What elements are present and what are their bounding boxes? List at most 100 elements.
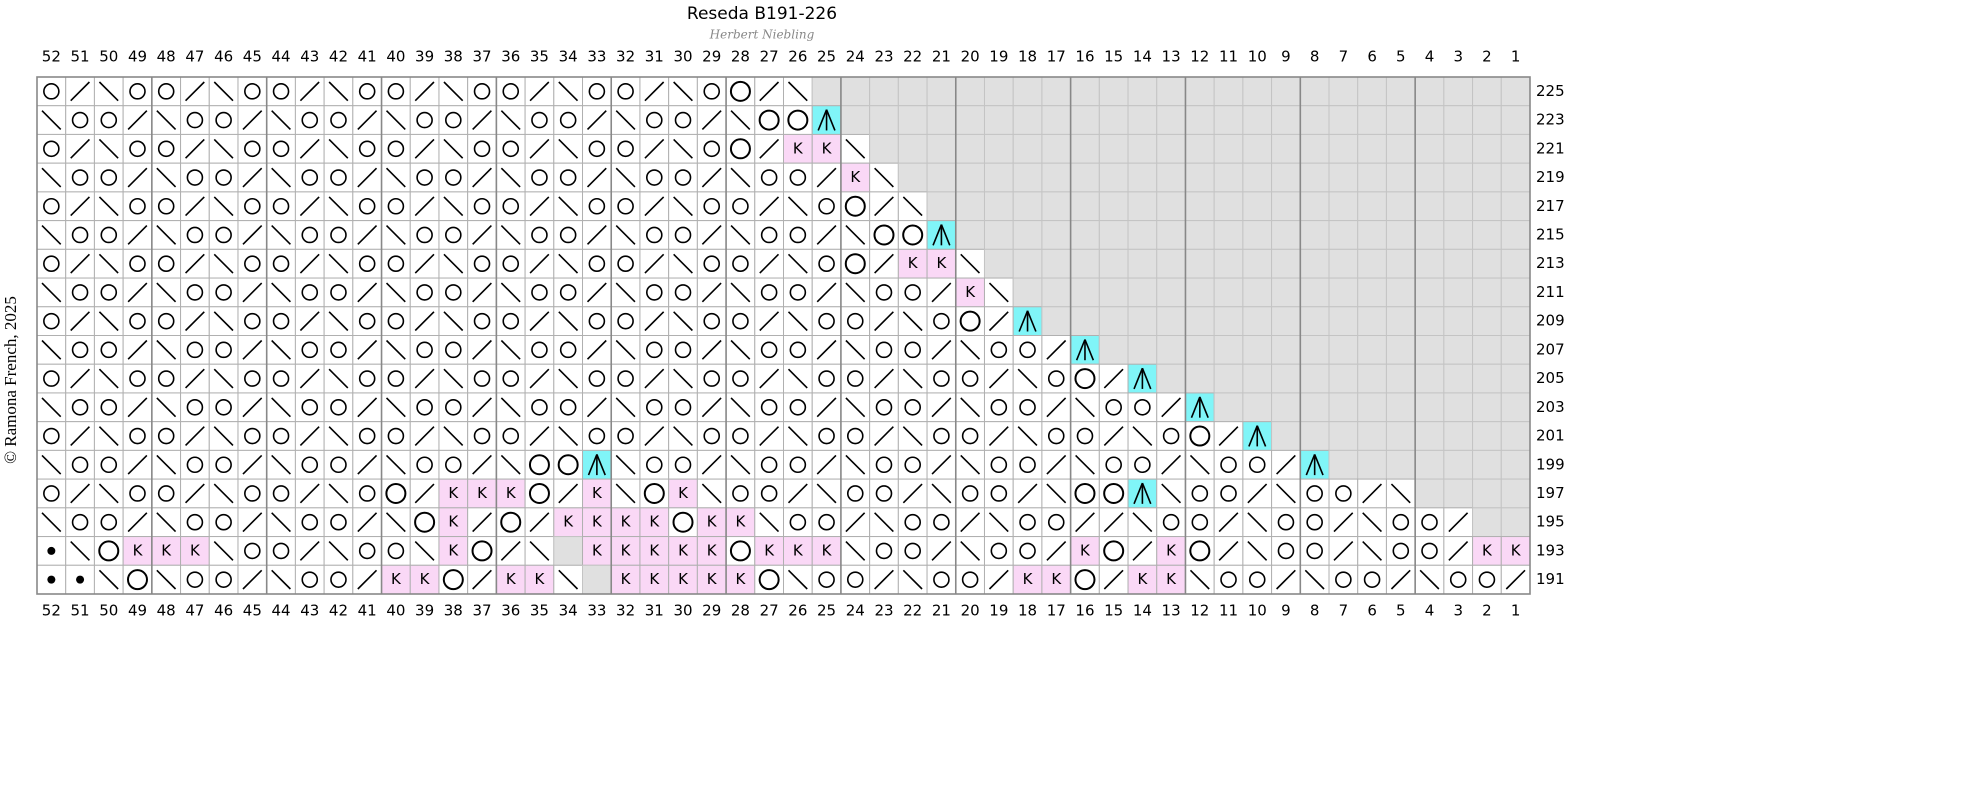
cell xyxy=(122,421,153,451)
yarn-over xyxy=(732,312,749,330)
column-number: 19 xyxy=(989,602,1008,620)
cell xyxy=(1414,392,1445,423)
ssk xyxy=(673,81,693,102)
cell xyxy=(208,335,239,365)
cell xyxy=(553,335,584,365)
k2tog xyxy=(931,540,952,561)
cell xyxy=(352,478,383,509)
yarn-over xyxy=(846,427,864,445)
cell xyxy=(955,220,985,250)
k2tog xyxy=(874,368,894,389)
cell xyxy=(208,162,239,193)
row-number: 201 xyxy=(1536,427,1565,445)
cell xyxy=(1041,421,1072,451)
cell xyxy=(1299,277,1330,308)
cell xyxy=(1385,220,1416,250)
k2tog xyxy=(299,540,320,561)
column-number: 4 xyxy=(1425,602,1435,620)
ssk xyxy=(70,540,90,561)
cell xyxy=(1213,162,1244,193)
cell xyxy=(1184,162,1215,193)
cell xyxy=(983,478,1014,509)
yarn-over xyxy=(100,341,118,359)
yarn-over xyxy=(330,513,347,531)
yarn-over xyxy=(244,427,261,445)
cell xyxy=(237,191,268,222)
cell xyxy=(1098,248,1129,279)
cell xyxy=(1242,191,1273,222)
ssk xyxy=(41,454,62,475)
yarn-over xyxy=(818,197,835,215)
cell xyxy=(1041,191,1072,222)
cell xyxy=(180,220,210,250)
decrease xyxy=(1018,310,1029,332)
yarn-over xyxy=(473,370,491,387)
ssk xyxy=(271,454,291,475)
yarn-over xyxy=(617,370,634,387)
cell xyxy=(1041,306,1072,336)
cell xyxy=(696,248,727,279)
column-number: 35 xyxy=(530,48,549,66)
ssk xyxy=(385,397,406,418)
cell xyxy=(1357,449,1387,480)
k2tog xyxy=(644,368,665,389)
ssk xyxy=(787,569,808,590)
cell xyxy=(1041,162,1072,193)
column-number: 51 xyxy=(71,48,90,66)
cell xyxy=(639,105,670,135)
k2tog xyxy=(529,311,550,332)
cell xyxy=(1156,449,1186,480)
cell xyxy=(668,392,698,423)
ssk xyxy=(156,167,177,188)
ssk xyxy=(328,540,349,561)
cell xyxy=(266,421,296,451)
yarn-over xyxy=(904,513,922,531)
yarn-over xyxy=(387,427,405,445)
k2tog xyxy=(529,81,550,102)
column-number: 16 xyxy=(1075,48,1094,66)
ssk xyxy=(98,311,119,332)
cell xyxy=(1242,133,1273,164)
cell xyxy=(1414,363,1445,394)
cell xyxy=(983,133,1014,164)
cell xyxy=(1472,191,1502,222)
cell xyxy=(1443,478,1474,509)
yarn-over xyxy=(215,226,232,244)
ssk xyxy=(874,167,894,188)
yarn-over xyxy=(531,169,548,186)
knit-label: K xyxy=(736,570,747,588)
ssk xyxy=(98,196,119,217)
yarn-over xyxy=(1421,513,1438,531)
chart-subtitle: Herbert Niebling xyxy=(709,28,815,42)
cell xyxy=(926,421,957,451)
cell xyxy=(381,76,411,107)
k2tog xyxy=(184,426,205,446)
cell xyxy=(840,363,871,394)
yarn-over xyxy=(1134,399,1151,416)
column-number: 39 xyxy=(415,48,434,66)
k2tog xyxy=(184,138,205,159)
k2tog xyxy=(70,311,90,332)
cell xyxy=(1271,76,1301,107)
ssk xyxy=(615,282,636,303)
ssk xyxy=(443,426,464,446)
ssk xyxy=(385,110,406,131)
column-number: 7 xyxy=(1339,48,1349,66)
cell xyxy=(495,191,526,222)
cell xyxy=(409,162,440,193)
cell xyxy=(869,478,899,509)
cell xyxy=(1242,162,1273,193)
yarn-over xyxy=(43,427,60,445)
ssk xyxy=(98,138,119,159)
cell xyxy=(1213,363,1244,394)
yarn-over xyxy=(473,427,491,445)
k2tog xyxy=(644,196,665,217)
yarn-over xyxy=(1076,427,1094,445)
cell xyxy=(1156,507,1186,538)
cell xyxy=(1213,392,1244,423)
cell xyxy=(696,76,727,107)
cell xyxy=(524,162,555,193)
cell xyxy=(323,392,354,423)
knit-label: K xyxy=(477,484,488,502)
ssk xyxy=(902,311,923,332)
